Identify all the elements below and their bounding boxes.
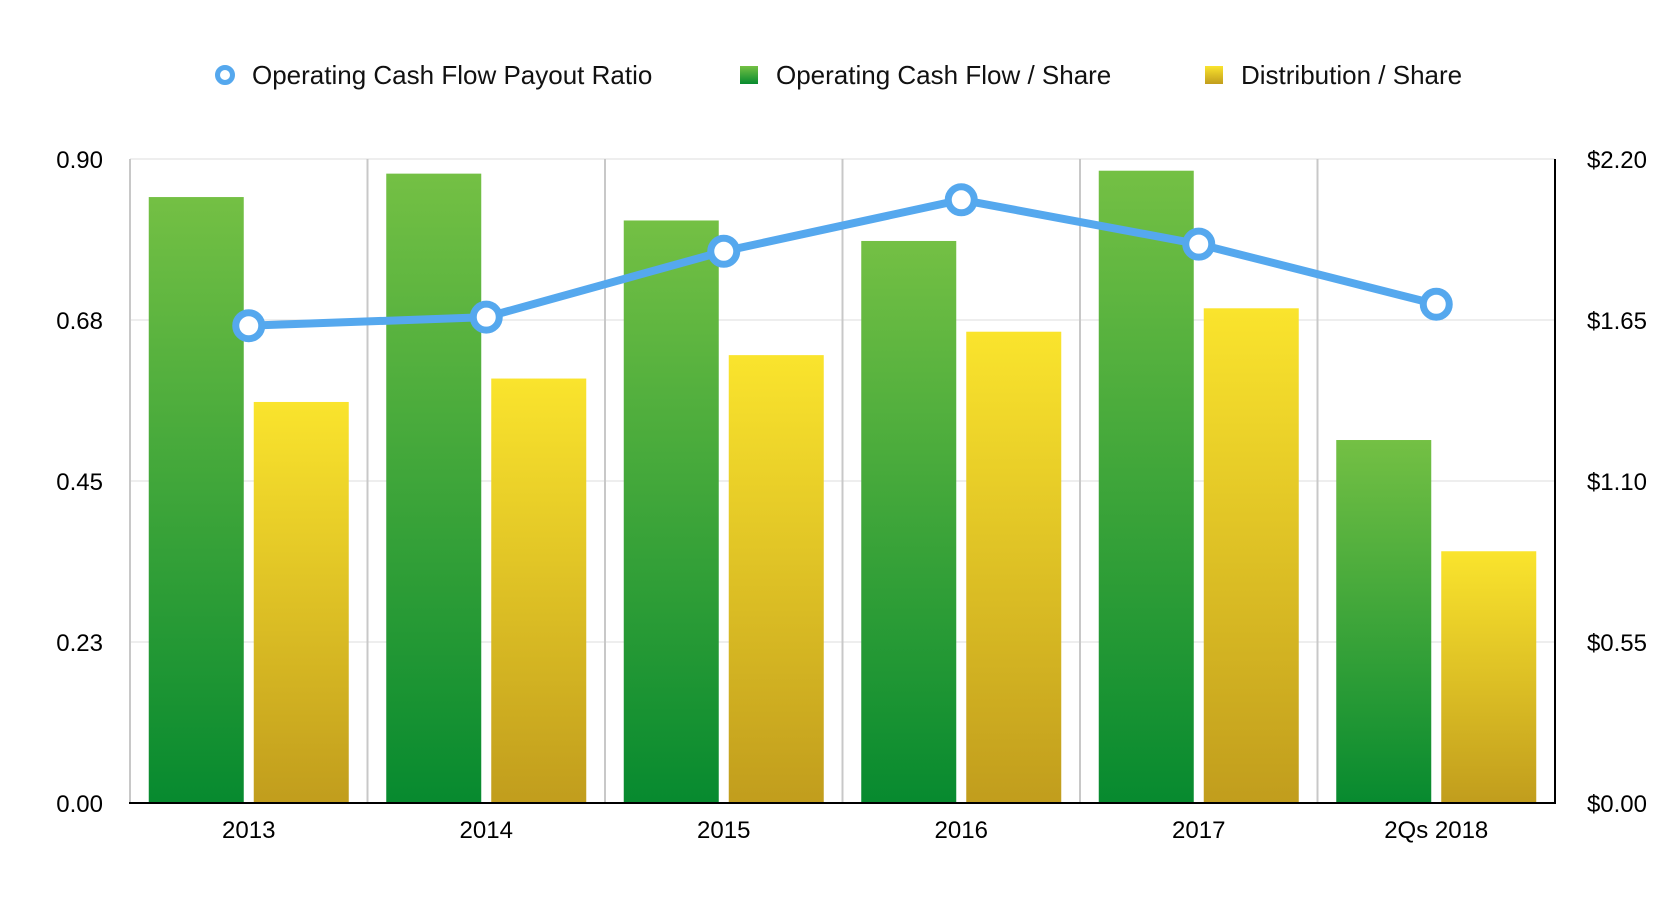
bar-operating-cash-flow xyxy=(386,173,482,804)
bar-distribution xyxy=(728,355,824,803)
bar-distribution xyxy=(491,378,587,803)
right-axis-tick-label: $1.10 xyxy=(1587,469,1647,496)
x-axis-tick-label: 2Qs 2018 xyxy=(1384,817,1488,844)
right-axis-tick-label: $1.65 xyxy=(1587,308,1647,335)
legend-label: Distribution / Share xyxy=(1241,60,1462,90)
left-axis-tick-label: 0.45 xyxy=(56,469,103,496)
bar-distribution xyxy=(253,401,349,803)
legend: Operating Cash Flow Payout Ratio Operatin… xyxy=(215,60,1462,90)
right-axis-tick-label: $0.55 xyxy=(1587,630,1647,657)
bar-operating-cash-flow xyxy=(623,220,719,804)
left-axis-tick-label: 0.68 xyxy=(56,308,103,335)
payout-ratio-point xyxy=(469,300,503,334)
payout-ratio-line xyxy=(232,183,1453,343)
x-axis-tick-label: 2013 xyxy=(222,817,275,844)
bar-distribution xyxy=(1441,551,1537,803)
legend-swatch xyxy=(740,66,758,84)
bar-operating-cash-flow xyxy=(148,197,244,803)
legend-swatch xyxy=(1205,66,1223,84)
axes xyxy=(129,159,1556,804)
legend-label: Operating Cash Flow Payout Ratio xyxy=(252,60,652,90)
right-axis-tick-label: $2.20 xyxy=(1587,147,1647,174)
bars xyxy=(148,170,1537,804)
x-axis-tick-label: 2014 xyxy=(460,817,513,844)
x-axis-tick-label: 2016 xyxy=(935,817,988,844)
bar-operating-cash-flow xyxy=(1098,170,1194,803)
payout-ratio-point xyxy=(944,183,978,217)
bar-operating-cash-flow xyxy=(861,240,957,804)
right-axis-tick-label: $0.00 xyxy=(1587,791,1647,818)
payout-ratio-point xyxy=(1182,227,1216,261)
payout-ratio-polyline xyxy=(244,195,1441,330)
bar-distribution xyxy=(1203,308,1299,803)
legend-label: Operating Cash Flow / Share xyxy=(776,60,1111,90)
bar-operating-cash-flow xyxy=(1336,440,1432,803)
payout-ratio-point xyxy=(707,234,741,268)
legend-line-marker xyxy=(215,65,235,85)
x-axis-tick-label: 2015 xyxy=(697,817,750,844)
payout-ratio-point xyxy=(1419,287,1453,321)
left-axis-tick-label: 0.00 xyxy=(56,791,103,818)
payout-ratio-point xyxy=(232,309,266,343)
left-axis-tick-label: 0.23 xyxy=(56,630,103,657)
left-axis-tick-label: 0.90 xyxy=(56,147,103,174)
x-axis-tick-label: 2017 xyxy=(1172,817,1225,844)
bar-distribution xyxy=(966,331,1062,803)
tick-labels: 0.00 0.23 0.45 0.68 0.90 $0.00 $0.55 $1.10 $1.65… xyxy=(56,147,1647,844)
